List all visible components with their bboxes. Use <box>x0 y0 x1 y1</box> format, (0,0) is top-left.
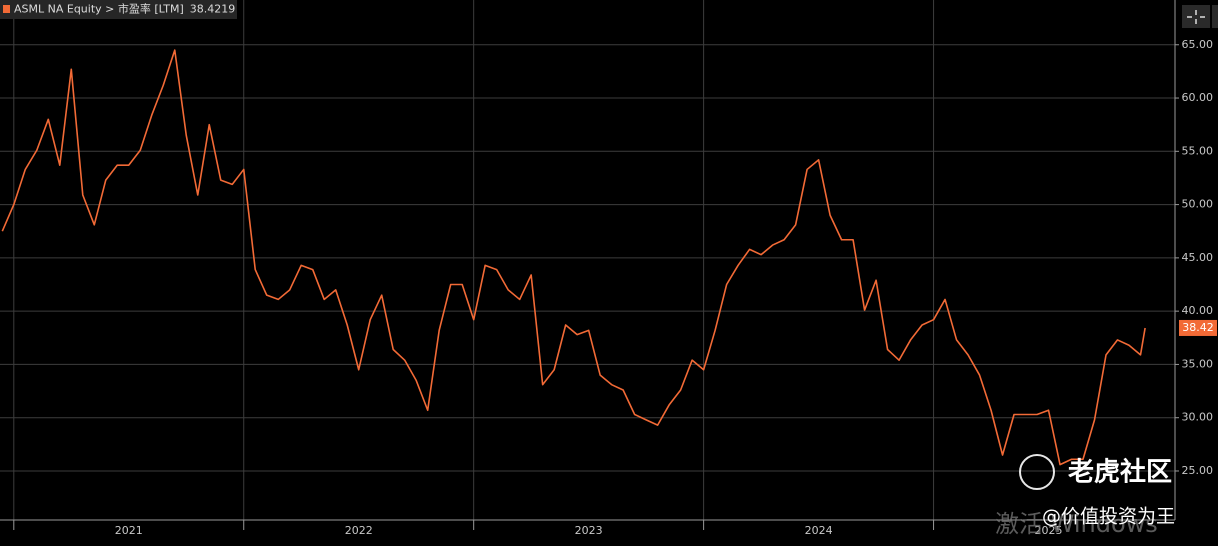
y-tick-label: 35.00 <box>1182 357 1214 370</box>
watermark: 老虎社区 <box>1068 457 1172 488</box>
x-tick-label: 2022 <box>345 524 373 537</box>
legend-label: ASML NA Equity > 市盈率 [LTM] <box>14 2 184 16</box>
plot-area <box>1 49 1146 466</box>
grid <box>0 0 1175 520</box>
y-tick-label: 45.00 <box>1182 251 1214 264</box>
legend-box <box>0 0 237 19</box>
x-tick-label: 2025 <box>1035 524 1063 537</box>
x-tick-label: 2021 <box>115 524 143 537</box>
y-tick-label: 50.00 <box>1182 198 1214 211</box>
x-tick-label: 2024 <box>805 524 833 537</box>
axes: 25.00 30.00 35.00 40.00 45.00 50.00 55.00 60.00… <box>13 38 1217 537</box>
y-tick-label: 55.00 <box>1182 144 1214 157</box>
watermark: 激活 Windows <box>995 510 1158 538</box>
legend-last-value: 38.4219 <box>190 3 236 16</box>
watermarks: 激活 Windows 老虎社区 @价值投资为王 <box>995 454 1175 538</box>
last-value-label: 38.42 <box>1182 321 1214 334</box>
y-tick-label: 30.00 <box>1182 411 1214 424</box>
crosshair-button[interactable] <box>1182 5 1210 28</box>
menu-button[interactable] <box>1212 5 1218 28</box>
last-value-box <box>1179 319 1217 336</box>
price-earnings-line <box>1 49 1146 466</box>
legend-swatch <box>3 5 10 13</box>
watermark: @价值投资为王 <box>1042 506 1175 528</box>
legend: ASML NA Equity > 市盈率 [LTM] 38.4219 <box>0 0 237 19</box>
crosshair-icon <box>1187 10 1205 24</box>
toolbar[interactable] <box>1182 5 1218 28</box>
watermark-logo <box>1019 454 1055 490</box>
y-tick-label: 60.00 <box>1182 91 1214 104</box>
y-tick-label: 40.00 <box>1182 304 1214 317</box>
x-tick-label: 2023 <box>575 524 603 537</box>
y-tick-label: 25.00 <box>1182 464 1214 477</box>
y-tick-label: 65.00 <box>1182 38 1214 51</box>
